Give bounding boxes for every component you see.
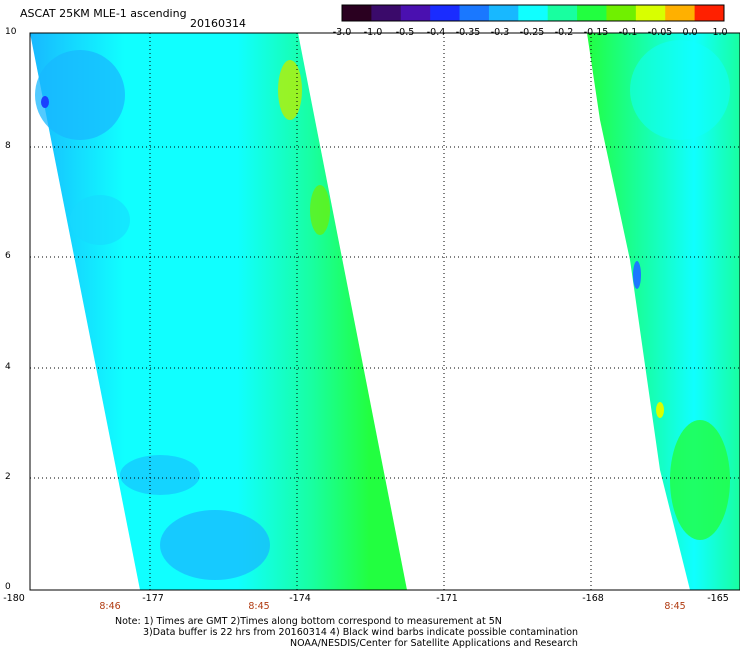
colorbar-label: -0.1 (618, 27, 638, 38)
y-tick-label: 10 (5, 27, 17, 37)
swath-1 (30, 33, 407, 590)
colorbar-segment (459, 5, 490, 21)
colorbar-label: -0.5 (395, 27, 415, 38)
x-tick-label: -180 (3, 593, 25, 604)
colorbar-segment (430, 5, 461, 21)
y-tick-label: 8 (5, 141, 11, 151)
colorbar-label: -0.2 (554, 27, 574, 38)
colorbar-segment (547, 5, 578, 21)
note-line-2: 3)Data buffer is 22 hrs from 20160314 4)… (143, 627, 579, 638)
x-tick-label: -177 (142, 593, 164, 604)
y-tick-label: 0 (5, 582, 11, 592)
colorbar-segment (606, 5, 637, 21)
colorbar-label: -3.0 (332, 27, 352, 38)
colorbar-segment (635, 5, 666, 21)
colorbar-label: 1.0 (712, 27, 728, 38)
time-label: 8:45 (664, 601, 686, 612)
map-date: 20160314 (190, 17, 246, 30)
colorbar (342, 5, 725, 21)
x-tick-label: -174 (289, 593, 311, 604)
colorbar-label: -1.0 (363, 27, 383, 38)
colorbar-label: 0.0 (682, 27, 698, 38)
colorbar-segment (694, 5, 725, 21)
colorbar-label: -0.15 (583, 27, 609, 38)
colorbar-segment (488, 5, 519, 21)
colorbar-segment (518, 5, 549, 21)
colorbar-label: -0.05 (647, 27, 673, 38)
note-line-3: NOAA/NESDIS/Center for Satellite Applica… (290, 638, 578, 649)
y-tick-label: 2 (5, 472, 11, 482)
colorbar-segment (577, 5, 607, 21)
colorbar-label: -0.3 (490, 27, 510, 38)
time-label: 8:45 (248, 601, 270, 612)
note-line-1: Note: 1) Times are GMT 2)Times along bot… (115, 616, 502, 627)
colorbar-segment (371, 5, 402, 21)
y-tick-label: 6 (5, 251, 11, 261)
y-tick-label: 4 (5, 362, 11, 372)
colorbar-label: -0.4 (426, 27, 446, 38)
map-title: ASCAT 25KM MLE-1 ascending (20, 7, 187, 20)
colorbar-segment (665, 5, 696, 21)
colorbar-label: -0.25 (519, 27, 545, 38)
x-tick-label: -165 (707, 593, 729, 604)
colorbar-segment (342, 5, 372, 21)
time-label: 8:46 (99, 601, 121, 612)
x-tick-label: -168 (582, 593, 604, 604)
colorbar-label: -0.35 (455, 27, 481, 38)
colorbar-segment (400, 5, 431, 21)
x-tick-label: -171 (436, 593, 458, 604)
